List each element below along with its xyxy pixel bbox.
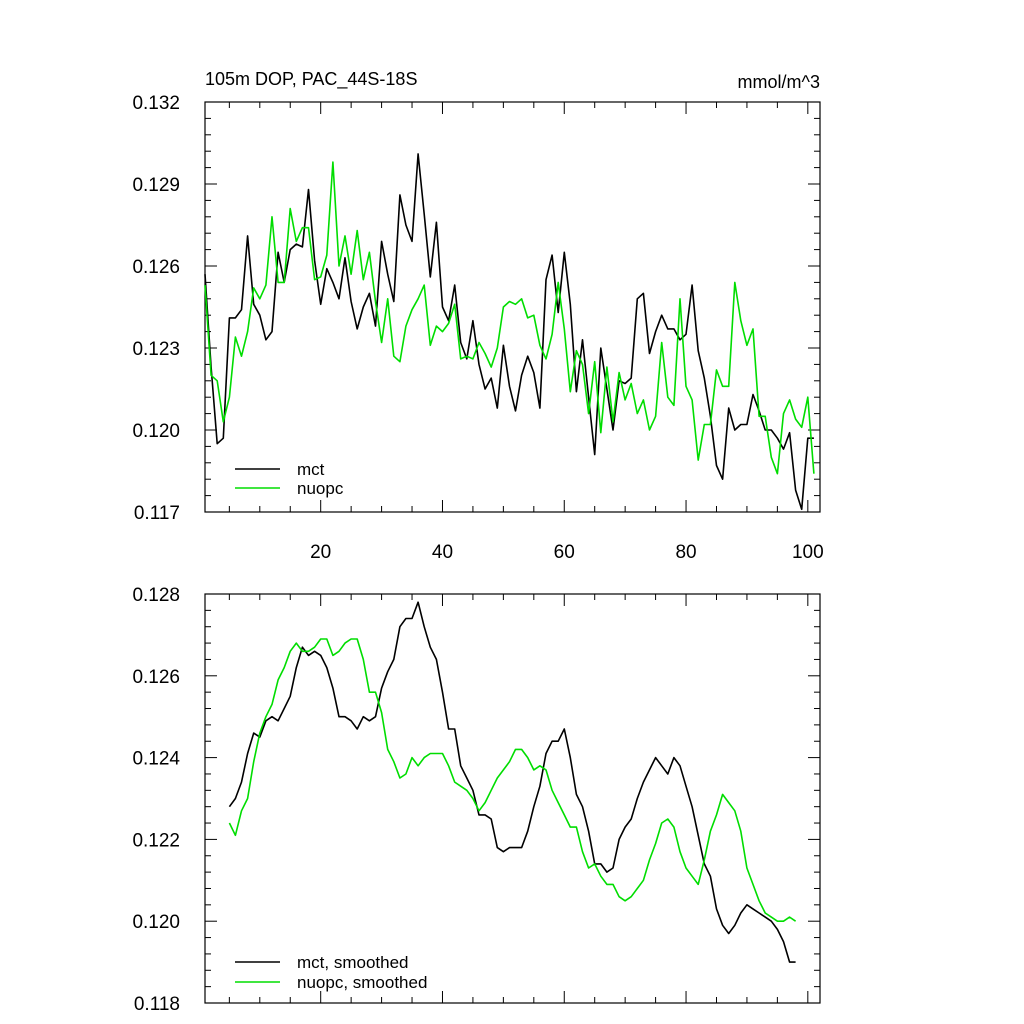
x-tick-label: 80 — [675, 542, 696, 563]
series-line-nuopc — [204, 161, 815, 475]
y-tick-label: 0.132 — [132, 93, 180, 114]
x-tick-label: 60 — [554, 542, 575, 563]
y-tick-label: 0.117 — [134, 503, 180, 524]
y-tick-label: 0.129 — [132, 175, 180, 196]
x-tick-label: 40 — [432, 542, 453, 563]
y-tick-label: 0.120 — [132, 912, 180, 933]
units-label: mmol/m^3 — [738, 72, 820, 92]
plot-frame — [204, 593, 821, 1004]
legend-label: mct, smoothed — [297, 953, 409, 972]
chart-title: 105m DOP, PAC_44S-18S — [205, 69, 417, 90]
x-tick-label: 20 — [310, 542, 331, 563]
y-tick-label: 0.120 — [132, 421, 180, 442]
series-line-mct-smoothed — [228, 601, 796, 963]
series-line-mct — [204, 153, 814, 511]
y-tick-label: 0.118 — [134, 994, 180, 1015]
top-panel-raw-series: 0.117 0.120 0.123 0.126 0.129 0.132 20 40 60 80 10… — [132, 69, 823, 563]
y-tick-label: 0.122 — [132, 830, 180, 851]
bottom-panel-smoothed-series: 0.118 0.120 0.122 0.124 0.126 0.128 mct, smoot… — [132, 585, 821, 1015]
y-tick-label: 0.124 — [132, 749, 180, 770]
legend-label: nuopc, smoothed — [297, 973, 427, 992]
legend-label: mct — [297, 460, 325, 479]
y-tick-label: 0.126 — [132, 257, 180, 278]
y-tick-label: 0.123 — [132, 339, 180, 360]
legend-label: nuopc — [297, 479, 344, 498]
x-tick-label: 100 — [792, 542, 824, 563]
plot-frame — [204, 101, 821, 513]
series-line-nuopc-smoothed — [228, 638, 797, 923]
y-tick-label: 0.126 — [132, 667, 180, 688]
y-tick-label: 0.128 — [132, 585, 180, 606]
